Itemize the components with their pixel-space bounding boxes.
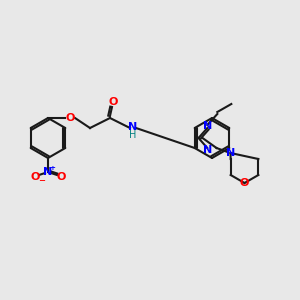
double (49, 171, 53, 175)
Text: N: N (44, 167, 52, 177)
Text: N: N (203, 121, 212, 131)
double (55, 173, 59, 177)
Text: N: N (203, 145, 212, 155)
Text: +: + (49, 165, 55, 171)
Text: O: O (30, 172, 40, 182)
Text: O: O (65, 113, 75, 123)
Line: double: double (51, 173, 57, 175)
Text: O: O (240, 178, 249, 188)
Text: N: N (226, 148, 235, 158)
Text: O: O (108, 97, 118, 107)
Text: H: H (129, 130, 137, 140)
Text: −: − (38, 176, 46, 185)
Text: N: N (128, 122, 138, 132)
Text: O: O (56, 172, 66, 182)
